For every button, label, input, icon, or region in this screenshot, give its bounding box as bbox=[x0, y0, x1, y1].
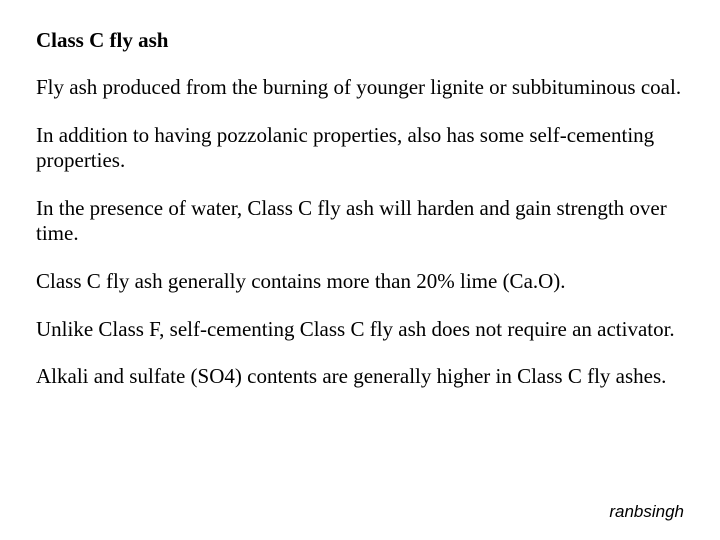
paragraph: In the presence of water, Class C fly as… bbox=[36, 196, 684, 247]
footer-author: ranbsingh bbox=[609, 502, 684, 522]
slide-title: Class C fly ash bbox=[36, 28, 684, 53]
paragraph: Alkali and sulfate (SO4) contents are ge… bbox=[36, 364, 684, 390]
paragraph: Unlike Class F, self-cementing Class C f… bbox=[36, 317, 684, 343]
paragraph: Fly ash produced from the burning of you… bbox=[36, 75, 684, 101]
paragraph: In addition to having pozzolanic propert… bbox=[36, 123, 684, 174]
paragraph: Class C fly ash generally contains more … bbox=[36, 269, 684, 295]
